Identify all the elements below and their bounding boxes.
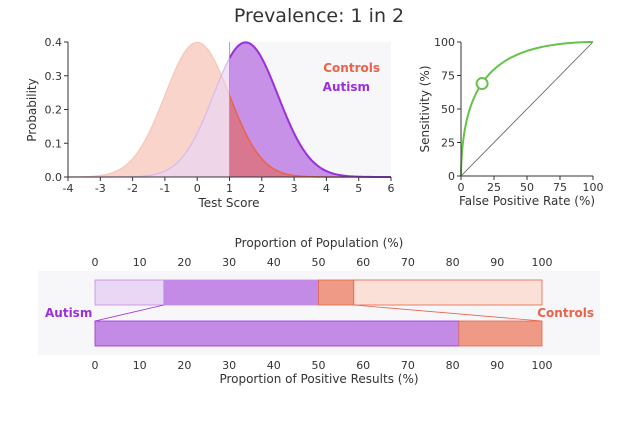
- controls-area-below-threshold: [68, 42, 230, 177]
- controls-area-above-threshold: [229, 95, 391, 177]
- positive-tick-label: 80: [446, 359, 460, 372]
- roc-diagonal: [460, 41, 594, 177]
- positive-tick-label: 60: [356, 359, 370, 372]
- distribution-x-label: Test Score: [197, 196, 259, 210]
- population-tick-label: 100: [532, 256, 553, 269]
- distribution-x-tick-label: 6: [388, 182, 395, 195]
- positive-axis-label: Proportion of Positive Results (%): [219, 372, 418, 386]
- population-autism-positive-segment: [163, 279, 319, 306]
- roc-chart: 0 25 50 75 100 0 25 50 75 100 False Positive Rat…: [418, 36, 604, 208]
- distribution-x-tick-label: 1: [226, 182, 233, 195]
- distribution-x-tick-label: 4: [323, 182, 330, 195]
- roc-x-ticks: 0 25 50 75 100: [458, 176, 604, 194]
- positive-axis-ticks: 0 10 20 30 40 50 60 70 80 90 100: [92, 359, 553, 372]
- positive-tick-label: 0: [92, 359, 99, 372]
- roc-y-label: Sensitivity (%): [418, 65, 432, 152]
- roc-operating-point[interactable]: [475, 77, 489, 91]
- distribution-y-label: Probability: [25, 78, 39, 141]
- population-controls-positive-segment: [318, 279, 355, 306]
- distribution-y-tick-label: 0.2: [45, 104, 63, 117]
- population-tick-label: 0: [92, 256, 99, 269]
- legend-controls: Controls: [323, 61, 380, 75]
- population-tick-label: 80: [446, 256, 460, 269]
- roc-y-tick-label: 50: [441, 103, 455, 116]
- population-autism-negative-segment: [94, 279, 165, 306]
- positive-tick-label: 10: [133, 359, 147, 372]
- connector-controls: [353, 304, 543, 322]
- proportion-chart: Proportion of Population (%) 0 10 20 30 40 50…: [38, 236, 600, 386]
- distribution-x-tick-label: 3: [291, 182, 298, 195]
- controls-side-label: Controls: [537, 306, 594, 320]
- chart-title: Prevalence: 1 in 2: [234, 5, 404, 27]
- distribution-y-tick-label: 0.1: [45, 137, 63, 150]
- population-tick-label: 30: [222, 256, 236, 269]
- roc-x-tick-label: 50: [520, 181, 534, 194]
- positive-tick-label: 30: [222, 359, 236, 372]
- roc-y-tick-label: 25: [441, 137, 455, 150]
- distribution-y-tick-label: 0.0: [45, 171, 63, 184]
- population-tick-label: 90: [490, 256, 504, 269]
- roc-x-tick-label: 100: [583, 181, 604, 194]
- roc-y-tick-label: 75: [441, 70, 455, 83]
- connector-autism: [94, 304, 164, 322]
- positive-tick-label: 40: [267, 359, 281, 372]
- population-tick-label: 70: [401, 256, 415, 269]
- positive-tick-label: 100: [532, 359, 553, 372]
- population-tick-label: 60: [356, 256, 370, 269]
- distribution-x-ticks: -4 -3 -2 -1 0 1 2 3 4 5 6: [63, 177, 395, 195]
- positive-tick-label: 20: [177, 359, 191, 372]
- population-controls-negative-segment: [353, 279, 543, 306]
- roc-y-tick-label: 100: [434, 36, 455, 49]
- roc-y-tick-label: 0: [448, 170, 455, 183]
- population-tick-label: 40: [267, 256, 281, 269]
- bar-connectors: [94, 304, 543, 322]
- distribution-x-tick-label: -3: [95, 182, 106, 195]
- population-axis-ticks: 0 10 20 30 40 50 60 70 80 90 100: [92, 256, 553, 269]
- autism-area-below-threshold: [68, 58, 230, 177]
- population-bar: [94, 279, 543, 306]
- population-tick-label: 10: [133, 256, 147, 269]
- distribution-x-tick-label: -4: [63, 182, 74, 195]
- autism-side-label: Autism: [45, 306, 92, 320]
- roc-x-tick-label: 75: [553, 181, 567, 194]
- positive-controls-segment: [458, 320, 543, 347]
- positive-autism-segment: [94, 320, 460, 347]
- distribution-areas: [67, 41, 391, 178]
- distribution-chart: -4 -3 -2 -1 0 1 2 3 4 5 6 0.0 0.1 0.2 0.3 0.4 Test Sco…: [25, 36, 395, 210]
- distribution-y-tick-label: 0.3: [45, 70, 63, 83]
- distribution-x-tick-label: 5: [355, 182, 362, 195]
- legend-autism: Autism: [323, 80, 370, 94]
- positive-tick-label: 70: [401, 359, 415, 372]
- population-axis-label: Proportion of Population (%): [235, 236, 404, 250]
- roc-x-tick-label: 0: [458, 181, 465, 194]
- population-tick-label: 50: [312, 256, 326, 269]
- controls-curve-below-threshold: [67, 41, 231, 178]
- positive-results-bar: [94, 320, 543, 347]
- distribution-y-tick-label: 0.4: [45, 36, 63, 49]
- distribution-x-tick-label: -2: [127, 182, 138, 195]
- distribution-y-ticks: 0.0 0.1 0.2 0.3 0.4: [45, 36, 68, 184]
- population-tick-label: 20: [177, 256, 191, 269]
- positive-tick-label: 50: [312, 359, 326, 372]
- positive-tick-label: 90: [490, 359, 504, 372]
- distribution-x-tick-label: 2: [258, 182, 265, 195]
- roc-x-tick-label: 25: [487, 181, 501, 194]
- distribution-x-tick-label: -1: [159, 182, 170, 195]
- roc-x-label: False Positive Rate (%): [459, 194, 595, 208]
- roc-y-ticks: 0 25 50 75 100: [434, 36, 461, 183]
- distribution-x-tick-label: 0: [194, 182, 201, 195]
